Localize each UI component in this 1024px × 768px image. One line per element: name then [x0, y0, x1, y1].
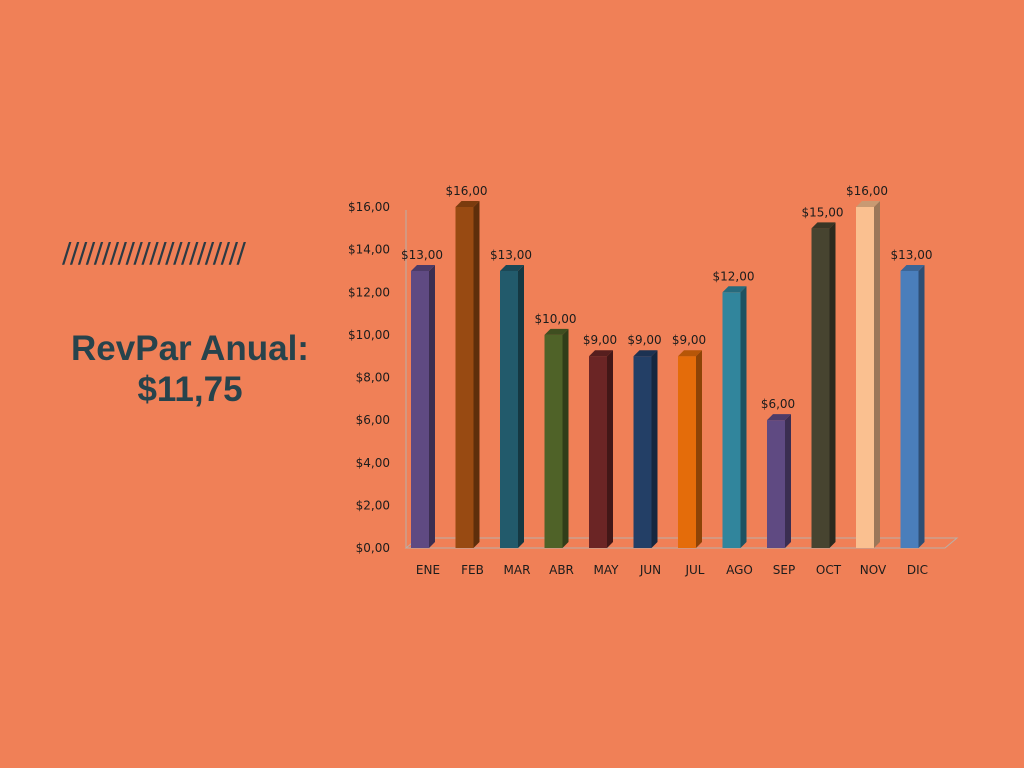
- x-tick-label: OCT: [816, 563, 842, 577]
- y-tick-label: $10,00: [348, 328, 390, 342]
- bar-sep: [767, 414, 791, 548]
- data-label: $9,00: [672, 333, 706, 347]
- y-tick-label: $0,00: [356, 541, 390, 555]
- y-tick-label: $16,00: [348, 200, 390, 214]
- x-tick-label: AGO: [726, 563, 753, 577]
- x-tick-label: JUN: [639, 563, 661, 577]
- data-label: $13,00: [401, 248, 443, 262]
- y-tick-label: $14,00: [348, 243, 390, 257]
- x-tick-label: ENE: [416, 563, 440, 577]
- data-label: $16,00: [446, 184, 488, 198]
- y-tick-label: $4,00: [356, 456, 390, 470]
- y-axis: $0,00 $2,00 $4,00 $6,00 $8,00 $10,00 $12,00 $14…: [348, 200, 407, 555]
- x-tick-label: SEP: [773, 563, 795, 577]
- y-tick-label: $12,00: [348, 285, 390, 299]
- headline-label: RevPar Anual:: [71, 329, 309, 368]
- y-tick-label: $6,00: [356, 413, 390, 427]
- data-label: $13,00: [490, 248, 532, 262]
- bar-mar: [500, 264, 524, 548]
- data-label: $9,00: [583, 333, 617, 347]
- x-tick-label: NOV: [860, 563, 887, 577]
- bar-jul: [678, 350, 702, 548]
- data-label: $10,00: [535, 312, 577, 326]
- bar-ene: [411, 264, 435, 548]
- data-label: $16,00: [846, 184, 888, 198]
- data-label: $9,00: [627, 333, 661, 347]
- bar-abr: [544, 328, 569, 548]
- x-tick-label: JUL: [684, 563, 704, 577]
- y-tick-label: $8,00: [356, 371, 390, 385]
- bar-nov: [856, 201, 880, 548]
- bar-ago: [722, 286, 747, 548]
- x-tick-label: DIC: [907, 563, 928, 577]
- x-tick-label: MAR: [504, 563, 531, 577]
- data-label: $13,00: [891, 248, 933, 262]
- data-label: $6,00: [761, 397, 795, 411]
- bar-oct: [811, 222, 836, 548]
- revpar-headline: RevPar Anual: $11,75: [40, 328, 340, 410]
- headline-value: $11,75: [137, 370, 243, 409]
- data-label: $12,00: [713, 269, 755, 283]
- x-tick-label: MAY: [594, 563, 620, 577]
- x-tick-label: FEB: [461, 563, 484, 577]
- bar-dic: [900, 264, 925, 548]
- decorative-slashes: ///////////////////////: [62, 236, 246, 269]
- x-axis: ENE FEB MAR ABR MAY JUN JUL AGO SEP OCT NOV DIC: [416, 563, 928, 577]
- bars: $13,00 $16,00 $13,00 $10,00 $9,00 $9,00 $9,00 $…: [401, 184, 933, 548]
- x-tick-label: ABR: [549, 563, 574, 577]
- bar-may: [589, 350, 613, 548]
- data-label: $15,00: [802, 205, 844, 219]
- bar-jun: [633, 350, 658, 548]
- bar-feb: [455, 201, 480, 548]
- y-tick-label: $2,00: [356, 498, 390, 512]
